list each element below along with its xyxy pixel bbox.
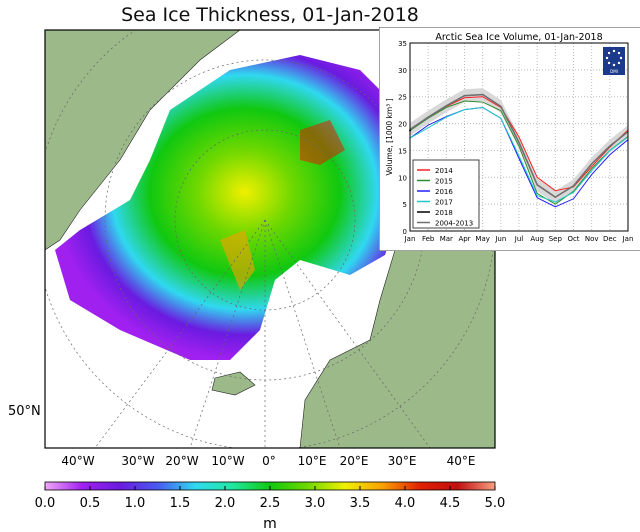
legend-label: 2018 [435, 209, 453, 217]
x-tick-label: Sep [549, 235, 563, 243]
x-tick-label: Jun [494, 235, 506, 243]
colorbar-tick-label: 2.5 [260, 496, 281, 511]
legend-label: 2017 [435, 199, 453, 207]
x-tick-label: Jan [404, 235, 416, 243]
colorbar-tick-label: 1.0 [125, 496, 146, 511]
y-tick-label: 0 [403, 228, 407, 236]
y-tick-label: 15 [398, 147, 407, 155]
logo-star [612, 49, 616, 53]
logo-star [605, 56, 609, 60]
chart-title: Arctic Sea Ice Volume, 01-Jan-2018 [435, 32, 602, 43]
colorbar-tick-label: 5.0 [485, 496, 506, 511]
plot-frame [409, 42, 629, 232]
series-line-2017 [409, 106, 629, 203]
x-tick-label: Jul [514, 235, 524, 243]
lon-tick-label: 30°E [388, 454, 417, 468]
logo-star [607, 51, 611, 55]
legend-label: 2016 [435, 188, 453, 196]
colorbar-label: m [263, 516, 277, 532]
colorbar-tick-label: 1.5 [170, 496, 191, 511]
lon-tick-label: 20°E [340, 454, 369, 468]
logo-star [617, 61, 621, 65]
logo-text: DMI [610, 69, 618, 74]
land-canada [45, 30, 241, 251]
logo-star [607, 61, 611, 65]
lon-tick-label: 40°E [447, 454, 476, 468]
lon-tick-label: 10°W [211, 454, 244, 468]
x-tick-label: May [475, 235, 489, 243]
colorbar-tick-label: 0.5 [80, 496, 101, 511]
colorbar-tick-label: 0.0 [35, 496, 56, 511]
x-tick-label: Nov [585, 235, 599, 243]
colorbar-tick-label: 3.0 [305, 496, 326, 511]
colorbar-tick-label: 4.0 [395, 496, 416, 511]
series-line-2004-2013 [409, 93, 629, 199]
lat-label: 50°N [8, 404, 41, 419]
colorbar-tick-label: 4.5 [440, 496, 461, 511]
x-tick-label: Jan [622, 235, 634, 243]
y-tick-label: 25 [398, 94, 407, 102]
land-iceland [211, 371, 256, 396]
legend-label: 2004-2013 [435, 220, 473, 228]
series-line-2015 [409, 100, 629, 205]
y-tick-label: 10 [398, 174, 407, 182]
volume-chart: Arctic Sea Ice Volume, 01-Jan-2018 Volum… [379, 27, 640, 251]
lon-tick-label: 10°E [298, 454, 327, 468]
lon-tick-label: 30°W [121, 454, 154, 468]
legend-label: 2014 [435, 167, 453, 175]
logo-star [619, 56, 623, 60]
y-tick-label: 5 [403, 201, 407, 209]
logo-star [617, 51, 621, 55]
legend-label: 2015 [435, 178, 453, 186]
y-tick-label: 30 [398, 67, 407, 75]
colorbar-tick-label: 3.5 [350, 496, 371, 511]
lon-tick-label: 0° [262, 454, 276, 468]
map-title: Sea Ice Thickness, 01-Jan-2018 [121, 4, 419, 26]
x-tick-label: Aug [530, 235, 544, 243]
logo-star [612, 63, 616, 67]
x-tick-label: Apr [458, 235, 470, 243]
y-axis-label: Volume, [1000 km³ ] [385, 98, 394, 175]
x-tick-label: Oct [567, 235, 579, 243]
legend-box [412, 159, 480, 229]
x-tick-label: Mar [440, 235, 453, 243]
x-tick-label: Feb [422, 235, 435, 243]
y-tick-label: 35 [398, 40, 407, 48]
colorbar-tick-label: 2.0 [215, 496, 236, 511]
thick-ice-region [300, 120, 345, 165]
y-tick-label: 20 [398, 121, 407, 129]
x-tick-label: Dec [603, 235, 617, 243]
lon-tick-label: 40°W [61, 454, 94, 468]
lon-tick-label: 20°W [165, 454, 198, 468]
